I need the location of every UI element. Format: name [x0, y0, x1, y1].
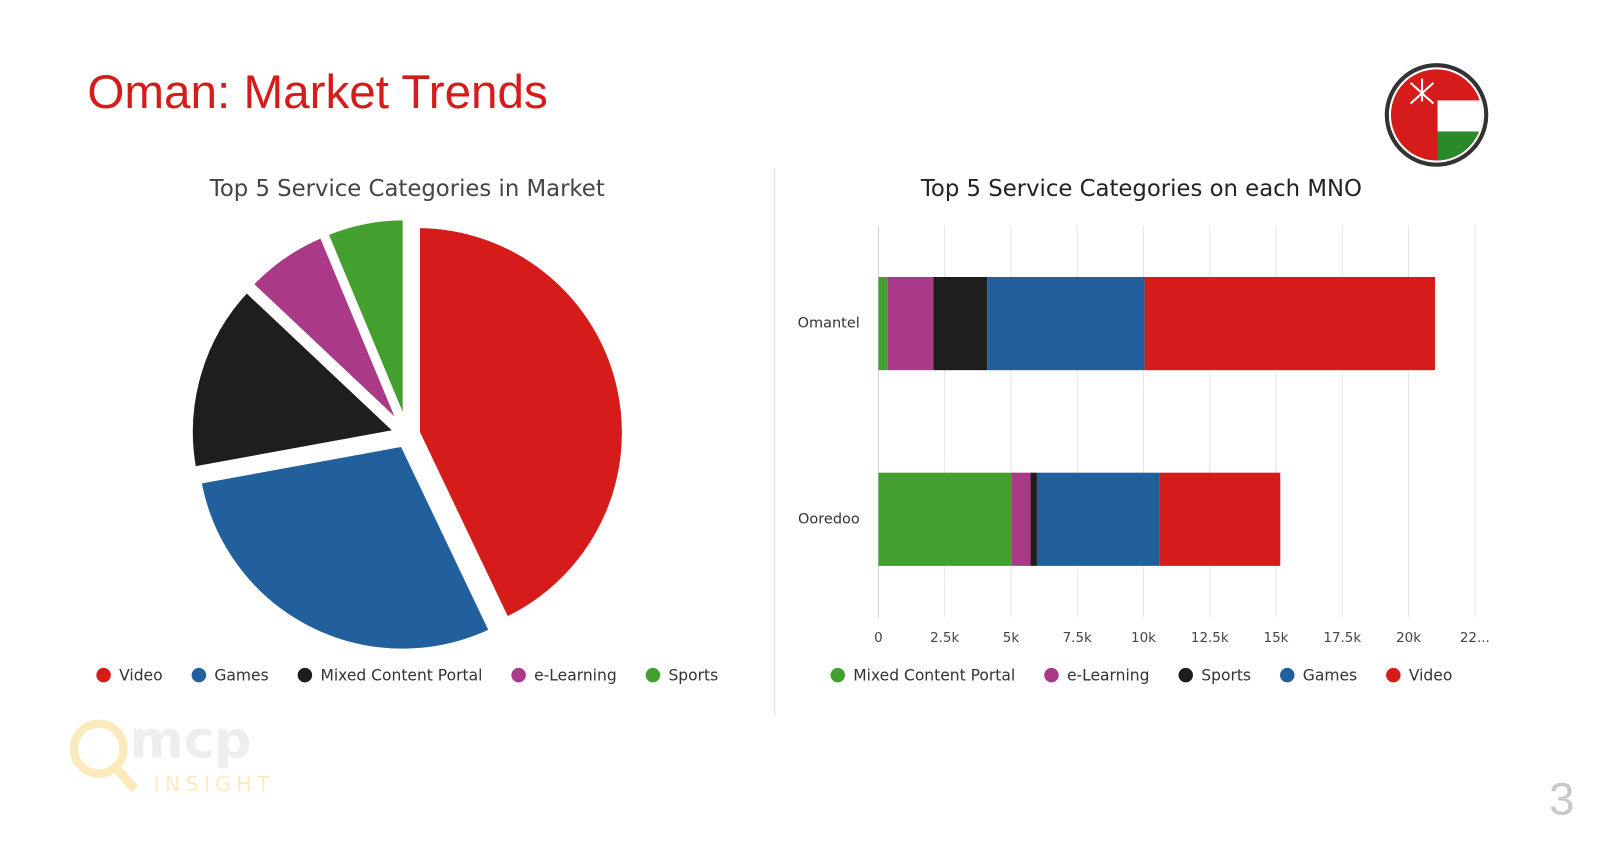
legend-label: Games — [214, 667, 268, 685]
pie-slice — [247, 231, 404, 429]
legend-label: e-Learning — [534, 667, 617, 685]
pie-slice — [195, 441, 496, 654]
x-tick-label: 10k — [1131, 631, 1156, 646]
legend-marker — [645, 667, 661, 683]
legend-label: Video — [119, 667, 162, 685]
x-tick-label: 20k — [1396, 631, 1421, 646]
pie-slice — [322, 215, 408, 426]
y-tick-label: Ooredoo — [798, 511, 860, 527]
legend-label: e-Learning — [1067, 667, 1150, 685]
bar-segment — [987, 276, 1145, 371]
legend-marker — [191, 667, 207, 683]
bar-segment — [933, 276, 988, 371]
logo-tagline: INSIGHT — [154, 772, 275, 796]
legend-marker — [297, 667, 313, 683]
legend-label: Sports — [1201, 667, 1251, 685]
legend-marker — [830, 667, 845, 683]
legend-marker — [1280, 667, 1295, 683]
legend-marker — [96, 667, 111, 683]
bar-segment — [1159, 472, 1281, 566]
bar-segment — [887, 276, 934, 371]
legend-marker — [1386, 667, 1401, 683]
legend-label: Games — [1303, 667, 1357, 685]
page-number: 3 — [1549, 774, 1574, 825]
chart-title: Top 5 Service Categories in Market — [209, 176, 605, 202]
legend-label: Mixed Content Portal — [853, 667, 1015, 685]
pie-slice — [414, 222, 628, 623]
flag-icon — [1384, 63, 1489, 167]
y-tick-label: Omantel — [798, 316, 860, 332]
x-tick-label: 17.5k — [1323, 631, 1361, 646]
bar-segment — [1012, 472, 1031, 566]
legend-label: Sports — [668, 667, 718, 685]
bar-segment — [878, 276, 888, 371]
pie-slice — [187, 286, 403, 473]
slide-title: Oman: Market Trends — [87, 66, 548, 119]
legend-label: Mixed Content Portal — [320, 667, 482, 685]
bar-segment — [1030, 472, 1037, 566]
x-tick-label: 22... — [1460, 631, 1490, 646]
x-tick-label: 15k — [1264, 631, 1289, 646]
x-tick-label: 12.5k — [1191, 631, 1229, 646]
legend-label: Video — [1409, 667, 1452, 685]
bar-segment — [1144, 276, 1436, 371]
x-tick-label: 0 — [874, 631, 883, 646]
x-tick-label: 5k — [1003, 631, 1020, 646]
x-tick-label: 2.5k — [930, 631, 959, 646]
legend-marker — [1178, 667, 1193, 683]
legend-marker — [1044, 667, 1059, 683]
logo: mcp INSIGHT — [69, 710, 275, 796]
bar-segment — [878, 472, 1013, 566]
bar-segment — [1036, 472, 1160, 566]
x-tick-label: 7.5k — [1063, 631, 1092, 646]
legend-marker — [511, 667, 526, 683]
logo-name: mcp — [130, 710, 252, 770]
chart-title: Top 5 Service Categories on each MNO — [920, 176, 1362, 202]
